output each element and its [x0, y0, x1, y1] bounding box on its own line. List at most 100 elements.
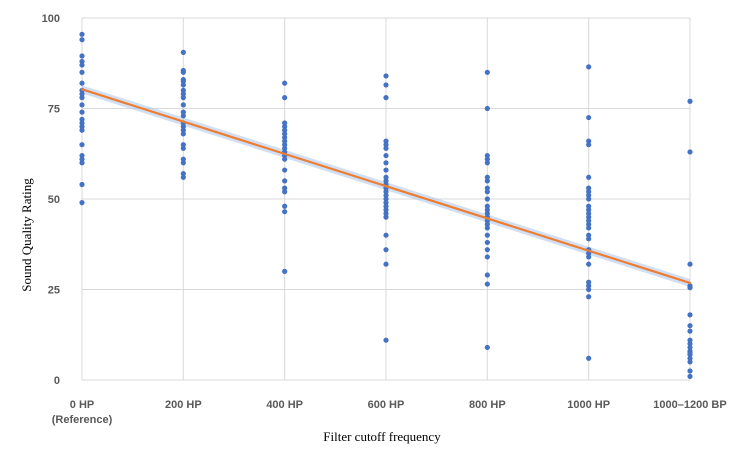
- data-point: [586, 214, 592, 220]
- data-point: [79, 53, 85, 59]
- data-point: [383, 95, 389, 101]
- data-point: [586, 283, 592, 289]
- data-point: [484, 210, 490, 217]
- data-point: [383, 73, 389, 79]
- data-point: [383, 210, 389, 217]
- data-point: [484, 344, 490, 351]
- data-point: [586, 286, 592, 293]
- data-point: [484, 203, 490, 209]
- y-tick-label: 50: [48, 194, 60, 206]
- data-point: [484, 178, 490, 184]
- data-point: [383, 189, 389, 195]
- data-point: [383, 145, 389, 151]
- data-point: [586, 174, 592, 180]
- data-point: [586, 279, 592, 285]
- data-point: [383, 200, 389, 206]
- data-point: [79, 120, 85, 126]
- y-axis-title: Sound Quality Rating: [19, 178, 34, 292]
- data-point: [79, 127, 85, 133]
- data-point: [282, 189, 288, 195]
- data-point: [383, 247, 389, 253]
- data-point: [282, 145, 288, 151]
- data-point: [383, 167, 389, 173]
- data-point: [383, 232, 389, 238]
- data-point: [687, 328, 693, 334]
- trendline: [80, 88, 692, 285]
- data-point: [484, 189, 490, 195]
- data-point: [79, 200, 85, 206]
- data-point: [180, 102, 186, 108]
- gridlines: [81, 17, 691, 381]
- data-point: [79, 80, 85, 86]
- data-point: [180, 95, 186, 101]
- x-axis-ticks: 0 HP (Reference) 200 HP 400 HP 600 HP 800 HP 1…: [52, 399, 727, 426]
- data-point: [79, 58, 85, 65]
- data-point: [180, 49, 186, 55]
- y-tick-label: 75: [48, 104, 60, 116]
- data-point: [484, 69, 490, 75]
- data-point: [282, 203, 288, 209]
- data-point: [383, 203, 389, 209]
- data-point: [484, 239, 490, 246]
- data-point: [687, 355, 693, 361]
- data-point: [687, 344, 693, 351]
- data-point: [586, 185, 592, 191]
- data-points: [79, 31, 693, 379]
- data-point: [586, 192, 592, 198]
- data-point: [282, 156, 288, 162]
- data-point: [687, 373, 693, 379]
- data-point: [586, 207, 592, 213]
- x-axis-title: Filter cutoff frequency: [323, 429, 441, 444]
- data-point: [180, 113, 186, 119]
- data-point: [282, 134, 288, 141]
- data-point: [383, 337, 389, 343]
- x-tick-label: 1000 HP: [567, 399, 610, 411]
- data-point: [484, 281, 490, 287]
- trendline-line: [80, 88, 692, 285]
- x-tick-label: 600 HP: [368, 399, 405, 411]
- data-point: [484, 196, 490, 202]
- data-point: [79, 152, 85, 159]
- data-point: [687, 368, 693, 374]
- data-point: [383, 160, 389, 166]
- data-point: [79, 109, 85, 115]
- data-point: [383, 82, 389, 88]
- data-point: [180, 124, 186, 130]
- data-point: [484, 185, 490, 191]
- y-axis-ticks: 0 25 50 75 100: [42, 13, 60, 387]
- data-point: [180, 171, 186, 177]
- data-point: [586, 64, 592, 70]
- data-point: [79, 142, 85, 148]
- y-tick-label: 25: [48, 285, 60, 297]
- data-point: [79, 116, 85, 122]
- x-tick-label: 0 HP: [70, 399, 94, 411]
- data-point: [383, 138, 389, 144]
- data-point: [79, 156, 85, 162]
- data-point: [586, 138, 592, 144]
- data-point: [383, 192, 389, 198]
- data-point: [687, 337, 693, 343]
- data-point: [687, 359, 693, 365]
- data-point: [484, 272, 490, 278]
- data-point: [484, 152, 490, 159]
- data-point: [180, 109, 186, 115]
- data-point: [79, 37, 85, 43]
- data-point: [586, 203, 592, 209]
- data-point: [484, 207, 490, 213]
- data-point: [586, 254, 592, 260]
- data-point: [484, 156, 490, 162]
- data-point: [687, 312, 693, 318]
- data-point: [282, 167, 288, 173]
- data-point: [586, 196, 592, 202]
- data-point: [383, 152, 389, 159]
- data-point: [180, 87, 186, 93]
- data-point: [282, 131, 288, 137]
- data-point: [282, 127, 288, 133]
- data-point: [79, 160, 85, 166]
- data-point: [180, 142, 186, 148]
- data-point: [282, 124, 288, 130]
- data-point: [180, 174, 186, 180]
- data-point: [586, 142, 592, 148]
- data-point: [383, 261, 389, 267]
